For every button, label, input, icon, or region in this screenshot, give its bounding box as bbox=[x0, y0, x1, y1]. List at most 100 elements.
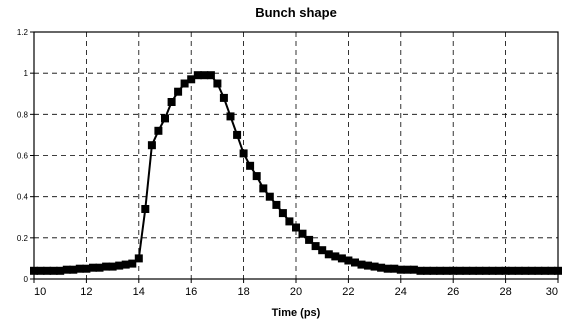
data-point bbox=[108, 262, 117, 271]
data-point bbox=[134, 254, 143, 263]
chart-title: Bunch shape bbox=[255, 5, 337, 20]
data-point bbox=[416, 266, 425, 275]
data-point bbox=[482, 266, 490, 275]
data-point bbox=[357, 260, 366, 269]
data-point bbox=[305, 235, 314, 244]
data-point bbox=[396, 265, 405, 274]
data-point bbox=[547, 266, 556, 275]
data-point bbox=[265, 192, 274, 201]
data-point bbox=[102, 262, 111, 271]
x-tick-label: 12 bbox=[80, 286, 92, 298]
data-point bbox=[233, 130, 242, 139]
data-point bbox=[527, 266, 536, 275]
y-tick-label: 0.8 bbox=[17, 110, 29, 119]
data-point bbox=[141, 205, 150, 213]
data-point bbox=[193, 71, 202, 80]
data-point bbox=[154, 126, 163, 135]
data-point bbox=[436, 266, 445, 275]
data-point bbox=[285, 217, 294, 226]
data-point bbox=[344, 256, 353, 265]
data-point bbox=[351, 258, 359, 267]
data-point bbox=[49, 266, 58, 275]
data-point bbox=[187, 75, 196, 84]
data-point bbox=[174, 87, 183, 96]
data-point bbox=[246, 161, 255, 170]
data-point bbox=[206, 71, 215, 80]
data-point bbox=[403, 265, 412, 274]
data-point bbox=[56, 266, 65, 275]
x-tick-label: 30 bbox=[546, 286, 558, 298]
data-point bbox=[128, 259, 137, 268]
data-point bbox=[324, 250, 333, 259]
x-tick-label: 24 bbox=[395, 286, 407, 298]
data-point bbox=[180, 79, 189, 88]
data-point bbox=[475, 266, 484, 275]
data-point bbox=[161, 114, 169, 123]
x-tick-label: 20 bbox=[290, 286, 302, 298]
data-point bbox=[337, 254, 346, 263]
x-tick-label: 14 bbox=[133, 286, 145, 298]
x-axis-label: Time (ps) bbox=[272, 307, 321, 319]
data-point bbox=[75, 264, 84, 273]
data-point bbox=[540, 266, 549, 275]
data-point bbox=[442, 266, 451, 275]
data-point bbox=[462, 266, 471, 275]
x-tick-label: 26 bbox=[447, 286, 459, 298]
data-point bbox=[167, 98, 176, 106]
data-point bbox=[488, 266, 497, 275]
x-axis: 10 12 14 16 18 20 22 24 26 28 30 bbox=[33, 279, 559, 298]
data-point bbox=[508, 266, 517, 275]
x-tick-label: 18 bbox=[237, 286, 249, 298]
data-point bbox=[318, 246, 327, 255]
data-point bbox=[226, 112, 235, 121]
data-point bbox=[239, 149, 248, 158]
data-point bbox=[390, 264, 399, 273]
x-tick-label: 22 bbox=[342, 286, 354, 298]
y-tick-label: 1 bbox=[24, 69, 29, 78]
data-point bbox=[521, 266, 530, 275]
data-point bbox=[311, 242, 320, 251]
data-point bbox=[62, 265, 71, 274]
x-tick-label: 10 bbox=[34, 286, 46, 298]
x-tick-label: 28 bbox=[499, 286, 511, 298]
data-point bbox=[495, 266, 503, 275]
data-point bbox=[272, 200, 281, 209]
y-tick-label: 1.2 bbox=[17, 28, 29, 37]
data-point bbox=[331, 252, 340, 261]
data-point bbox=[514, 266, 523, 275]
data-point bbox=[213, 79, 222, 88]
data-point bbox=[501, 266, 510, 275]
x-tick-label: 16 bbox=[185, 286, 197, 298]
data-point bbox=[43, 266, 52, 275]
data-point bbox=[534, 266, 543, 275]
data-point bbox=[30, 266, 38, 275]
data-point bbox=[468, 266, 477, 275]
data-point bbox=[455, 266, 464, 275]
data-point bbox=[383, 264, 392, 273]
data-point bbox=[292, 223, 300, 232]
data-point bbox=[219, 93, 228, 102]
data-point bbox=[69, 265, 78, 274]
data-point bbox=[121, 260, 130, 269]
y-tick-label: 0.4 bbox=[17, 193, 29, 202]
y-axis: 0 0.2 0.4 0.6 0.8 1 1.2 bbox=[17, 28, 34, 284]
data-point bbox=[278, 209, 287, 218]
data-point bbox=[259, 184, 268, 193]
data-point bbox=[423, 266, 431, 275]
data-point bbox=[36, 266, 45, 275]
data-point bbox=[449, 266, 458, 275]
data-point bbox=[364, 261, 372, 270]
data-point bbox=[252, 172, 261, 181]
data-point bbox=[95, 263, 104, 272]
data-point bbox=[200, 71, 209, 80]
data-point bbox=[370, 262, 379, 271]
y-tick-label: 0.2 bbox=[17, 234, 29, 243]
data-point bbox=[429, 266, 438, 275]
y-tick-label: 0 bbox=[24, 275, 29, 284]
data-point bbox=[89, 263, 97, 272]
data-point bbox=[115, 261, 124, 270]
data-point bbox=[409, 265, 418, 274]
data-point bbox=[298, 229, 307, 238]
series-markers bbox=[30, 71, 562, 275]
data-point bbox=[554, 266, 562, 275]
